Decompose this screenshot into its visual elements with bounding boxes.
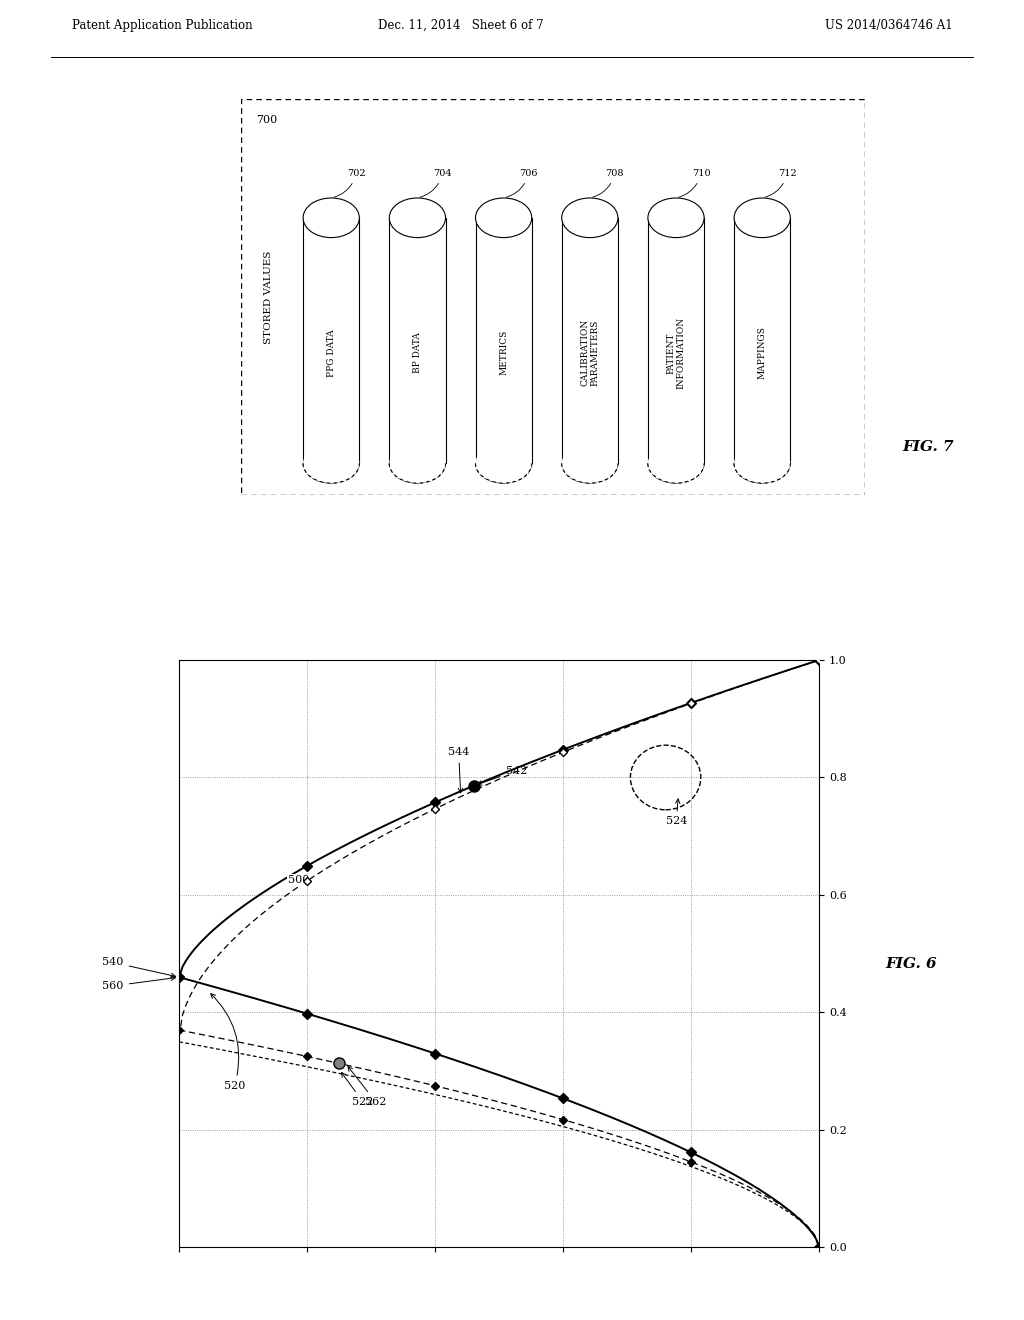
Text: Dec. 11, 2014   Sheet 6 of 7: Dec. 11, 2014 Sheet 6 of 7 [378,18,544,32]
Text: 522: 522 [341,1072,374,1106]
Text: MAPPINGS: MAPPINGS [758,326,767,379]
Text: STORED VALUES: STORED VALUES [264,251,273,343]
Text: 706: 706 [506,169,538,197]
Text: BP DATA: BP DATA [413,333,422,374]
Ellipse shape [475,198,531,238]
Ellipse shape [389,444,445,483]
Ellipse shape [562,444,617,483]
Ellipse shape [475,444,531,483]
Text: FIG. 6: FIG. 6 [886,957,937,970]
Text: 520: 520 [211,994,246,1090]
Text: CALIBRATION
PARAMETERS: CALIBRATION PARAMETERS [581,319,599,387]
Text: 704: 704 [420,169,452,197]
Text: 560: 560 [102,975,175,991]
Ellipse shape [648,198,705,238]
Ellipse shape [303,444,359,483]
Text: 542: 542 [477,766,527,785]
Text: 712: 712 [765,169,797,197]
Text: 500: 500 [288,875,309,886]
Ellipse shape [648,444,705,483]
Ellipse shape [303,198,359,238]
Text: 708: 708 [593,169,624,197]
Text: 540: 540 [102,957,175,978]
Text: PPG DATA: PPG DATA [327,329,336,376]
Text: Patent Application Publication: Patent Application Publication [72,18,252,32]
Text: 710: 710 [679,169,711,197]
Text: PATIENT
INFORMATION: PATIENT INFORMATION [667,317,686,389]
Text: 562: 562 [348,1067,386,1106]
Ellipse shape [389,198,445,238]
Text: 544: 544 [449,747,469,793]
Text: FIG. 7: FIG. 7 [903,441,954,454]
Ellipse shape [734,444,791,483]
Ellipse shape [562,198,617,238]
Ellipse shape [734,198,791,238]
Text: 702: 702 [334,169,366,197]
Text: US 2014/0364746 A1: US 2014/0364746 A1 [824,18,952,32]
Text: 524: 524 [666,799,687,826]
Text: METRICS: METRICS [499,330,508,375]
Text: 700: 700 [256,115,278,125]
